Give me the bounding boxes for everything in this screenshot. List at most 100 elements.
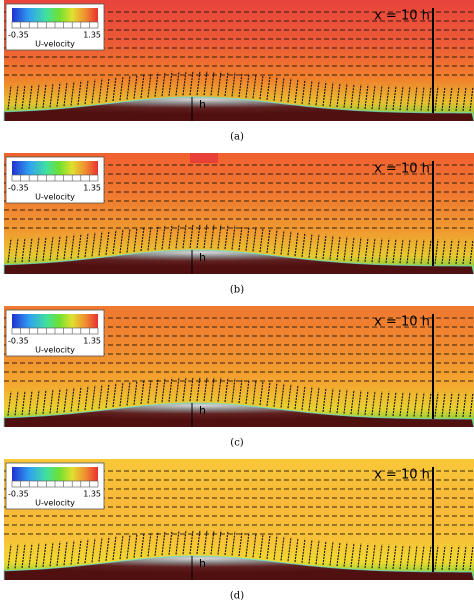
- vector: [126, 381, 131, 406]
- vector: [469, 392, 474, 417]
- vector: [266, 228, 271, 253]
- vector: [91, 385, 96, 410]
- vector: [126, 75, 131, 100]
- vector: [210, 224, 215, 249]
- vector: [448, 239, 453, 264]
- vector: [112, 76, 117, 102]
- vector: [364, 84, 369, 109]
- vector: [385, 391, 390, 416]
- vector: [7, 238, 12, 263]
- vector: [140, 73, 145, 99]
- vector: [238, 378, 243, 404]
- annotation: x = 10 h: [374, 162, 430, 177]
- annotation: x = 10 h: [374, 9, 430, 24]
- vector: [455, 239, 460, 264]
- hill-edge: [3, 555, 474, 581]
- vector: [35, 237, 40, 262]
- vector: [259, 534, 264, 559]
- vector: [371, 238, 376, 263]
- vector: [154, 225, 159, 250]
- vector: [231, 378, 236, 403]
- vector: [287, 384, 292, 409]
- vector: [238, 72, 243, 98]
- vector: [98, 78, 103, 103]
- vector: [259, 75, 264, 100]
- vector: [70, 81, 75, 106]
- vector: [189, 376, 194, 402]
- vector: [315, 540, 320, 565]
- vector: [133, 380, 138, 405]
- vector: [175, 530, 180, 555]
- vector: [301, 385, 306, 410]
- vector: [224, 530, 229, 556]
- vector: [434, 545, 439, 570]
- vector: [182, 377, 187, 402]
- vector: [70, 234, 75, 259]
- vector: [77, 539, 82, 564]
- caption: (b): [230, 285, 244, 296]
- vector: [49, 83, 54, 108]
- vector: [280, 383, 285, 408]
- annotation: x = 10 h: [374, 315, 430, 330]
- vector: [224, 71, 229, 97]
- vector: [413, 392, 418, 417]
- vector: [98, 537, 103, 562]
- vector: [77, 233, 82, 258]
- vector: [364, 543, 369, 568]
- vector: [462, 239, 467, 264]
- vector: [196, 529, 201, 555]
- vector: [238, 531, 243, 557]
- vector: [434, 239, 439, 264]
- vector: [63, 541, 68, 566]
- vector: [294, 384, 299, 410]
- vector: [175, 71, 180, 96]
- vector: [105, 383, 110, 408]
- vector: [196, 70, 201, 96]
- vector: [427, 545, 432, 570]
- vector: [196, 376, 201, 402]
- hill: [4, 97, 474, 121]
- vector: [420, 86, 425, 111]
- vector: [168, 71, 173, 96]
- vector: [252, 533, 257, 558]
- vector: [7, 391, 12, 416]
- colorbar-label: U-velocity: [35, 193, 75, 202]
- vector: [413, 239, 418, 264]
- vector: [392, 391, 397, 417]
- vector: [399, 545, 404, 570]
- vector: [175, 224, 180, 249]
- vector: [217, 530, 222, 555]
- vector: [392, 238, 397, 264]
- vector: [413, 86, 418, 111]
- vector: [119, 535, 124, 560]
- vector: [112, 382, 117, 408]
- caption: (d): [230, 591, 244, 602]
- vector: [35, 543, 40, 568]
- vector: [161, 225, 166, 250]
- vector: [301, 232, 306, 257]
- vector: [301, 538, 306, 563]
- vector: [371, 391, 376, 416]
- vector: [28, 84, 33, 109]
- colorbar-min: -0.35: [8, 31, 29, 40]
- vector: [455, 545, 460, 570]
- vector: [189, 223, 194, 249]
- vector: [294, 78, 299, 104]
- vector: [245, 532, 250, 557]
- hill: [4, 403, 474, 427]
- vector: [119, 76, 124, 101]
- vector: [364, 390, 369, 415]
- vector: [49, 389, 54, 414]
- colorbar: [12, 467, 98, 481]
- vector: [210, 530, 215, 555]
- vector: [147, 226, 152, 251]
- vector: [273, 76, 278, 101]
- vector: [273, 535, 278, 560]
- colorbar: [12, 314, 98, 328]
- hill-edge: [3, 249, 474, 275]
- vector: [91, 79, 96, 104]
- vector: [182, 224, 187, 249]
- vector: [420, 392, 425, 417]
- vector: [196, 223, 201, 249]
- vector: [280, 536, 285, 561]
